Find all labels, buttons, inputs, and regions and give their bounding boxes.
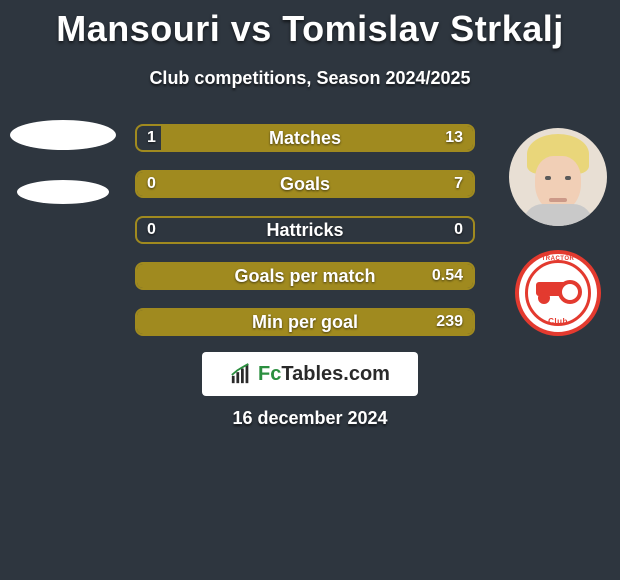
left-avatar-placeholder-1	[10, 120, 116, 150]
logo-main: Tables	[281, 363, 343, 385]
stat-bar: 239Min per goal	[135, 308, 475, 336]
club-badge-top-text: TRACTOR	[519, 256, 597, 262]
right-player-avatar	[509, 128, 607, 226]
stat-bars: 113Matches07Goals00Hattricks0.54Goals pe…	[135, 124, 475, 336]
stat-bar-fill-right	[137, 172, 473, 196]
fctables-logo-text: FcTables.com	[258, 363, 390, 386]
stat-bar-fill-right	[137, 310, 473, 334]
stat-bar-fill-right	[161, 126, 473, 150]
stat-value-left: 1	[137, 126, 166, 150]
chart-bars-icon	[230, 363, 252, 385]
left-club-placeholder	[17, 180, 109, 204]
stat-value-left: 0	[137, 218, 166, 242]
stat-value-right: 0.54	[422, 264, 473, 288]
date-text: 16 december 2024	[0, 408, 620, 429]
right-club-badge: TRACTOR Club	[515, 250, 601, 336]
stat-value-left: 0	[137, 172, 166, 196]
tractor-icon	[536, 276, 580, 306]
left-player-column	[8, 120, 118, 204]
right-player-column: TRACTOR Club	[508, 128, 608, 336]
stat-bar: 113Matches	[135, 124, 475, 152]
stat-value-right: 239	[426, 310, 473, 334]
subtitle: Club competitions, Season 2024/2025	[0, 68, 620, 89]
stat-value-right: 0	[444, 218, 473, 242]
club-badge-bottom-text: Club	[519, 317, 597, 326]
page-title: Mansouri vs Tomislav Strkalj	[0, 0, 620, 50]
stat-bar: 0.54Goals per match	[135, 262, 475, 290]
stat-bar: 07Goals	[135, 170, 475, 198]
stat-value-right: 13	[435, 126, 473, 150]
fctables-logo: FcTables.com	[202, 352, 418, 396]
stat-value-right: 7	[444, 172, 473, 196]
stat-label: Hattricks	[137, 218, 473, 242]
stat-bar: 0 0Hattricks	[135, 216, 475, 244]
logo-suffix: .com	[343, 363, 390, 385]
logo-prefix: Fc	[258, 363, 281, 385]
